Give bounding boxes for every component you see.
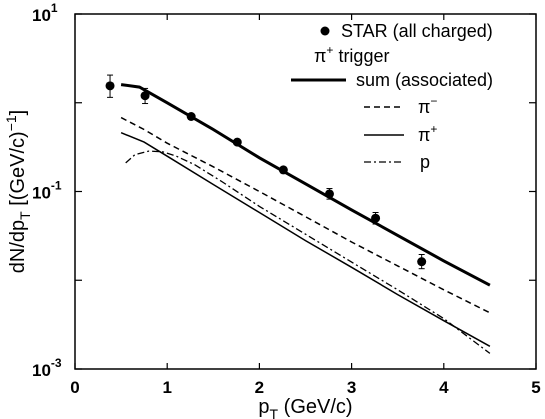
y-axis-label-rest: [(GeV/c) xyxy=(7,131,29,211)
legend-pim-base: π xyxy=(418,97,430,117)
legend-star-marker xyxy=(320,26,330,36)
x-axis-label-rest: (GeV/c) xyxy=(278,396,352,418)
legend-pim-label: π− xyxy=(418,94,437,117)
x-tick-label: 0 xyxy=(70,378,79,397)
legend-pip-sup: + xyxy=(430,122,437,136)
y-axis-label-main: dN/dp xyxy=(7,220,29,273)
legend-trigger-sup: + xyxy=(326,43,333,57)
star-data-point xyxy=(105,81,115,91)
legend-sum-label: sum (associated) xyxy=(356,70,493,90)
y-tick-label: 10-1 xyxy=(32,179,62,203)
series-line-pim xyxy=(120,116,491,314)
x-tick-label: 1 xyxy=(162,378,171,397)
star-data-point xyxy=(140,91,150,101)
series-line-sum xyxy=(120,83,491,287)
legend-pim-sup: − xyxy=(430,94,437,108)
y-tick-label: 101 xyxy=(32,1,58,25)
y-tick-labels: 101 10-1 10-3 xyxy=(32,1,62,380)
legend-pip-label: π+ xyxy=(418,122,437,145)
y-axis-label: dN/dpT [(GeV/c)−1] xyxy=(3,110,33,273)
series-line-p xyxy=(125,150,491,354)
x-axis-label-main: p xyxy=(258,396,269,418)
legend-star-label: STAR (all charged) xyxy=(341,21,493,41)
star-data-point xyxy=(324,189,334,199)
star-data-point xyxy=(232,137,242,147)
legend-trigger-base: π xyxy=(314,46,326,66)
star-data-point xyxy=(186,111,196,121)
legend-trigger-rest: trigger xyxy=(333,46,389,66)
star-data-point xyxy=(371,213,381,223)
x-tick-label: 5 xyxy=(531,378,540,397)
x-axis-label: pT (GeV/c) xyxy=(258,396,352,419)
legend-pip-base: π xyxy=(418,125,430,145)
x-tick-label: 4 xyxy=(439,378,449,397)
x-tick-labels: 0 1 2 3 4 5 xyxy=(70,378,540,397)
x-tick-label: 2 xyxy=(255,378,264,397)
legend-p-label: p xyxy=(420,152,430,172)
star-points xyxy=(105,74,427,270)
star-data-point xyxy=(278,165,288,175)
y-tick-label: 10-3 xyxy=(32,356,62,380)
x-tick-label: 3 xyxy=(347,378,356,397)
series-line-pip xyxy=(120,132,491,347)
y-axis-label-close: ] xyxy=(7,110,29,116)
axis-ticks xyxy=(74,13,537,370)
y-axis-label-sup: −1 xyxy=(3,115,19,131)
star-data-point xyxy=(417,257,427,267)
plot-frame xyxy=(74,13,537,370)
legend: STAR (all charged) π+ trigger sum (assoc… xyxy=(291,21,493,172)
y-axis-label-sub: T xyxy=(17,211,33,220)
x-axis-label-sub: T xyxy=(270,406,279,419)
legend-trigger-label: π+ trigger xyxy=(314,43,389,66)
